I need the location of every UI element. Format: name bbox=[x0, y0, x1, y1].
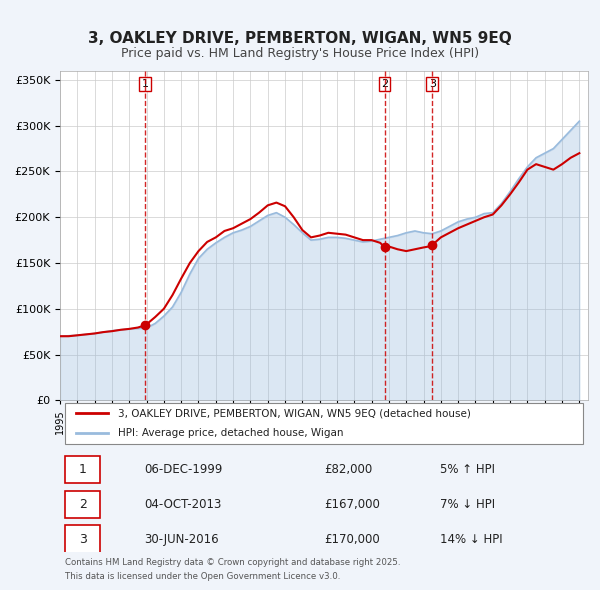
Text: 3, OAKLEY DRIVE, PEMBERTON, WIGAN, WN5 9EQ (detached house): 3, OAKLEY DRIVE, PEMBERTON, WIGAN, WN5 9… bbox=[118, 408, 471, 418]
Text: This data is licensed under the Open Government Licence v3.0.: This data is licensed under the Open Gov… bbox=[65, 572, 341, 581]
Text: 14% ↓ HPI: 14% ↓ HPI bbox=[440, 533, 503, 546]
FancyBboxPatch shape bbox=[65, 526, 100, 553]
Text: Contains HM Land Registry data © Crown copyright and database right 2025.: Contains HM Land Registry data © Crown c… bbox=[65, 558, 401, 568]
Text: £170,000: £170,000 bbox=[324, 533, 380, 546]
Text: 3, OAKLEY DRIVE, PEMBERTON, WIGAN, WN5 9EQ: 3, OAKLEY DRIVE, PEMBERTON, WIGAN, WN5 9… bbox=[88, 31, 512, 46]
Text: 30-JUN-2016: 30-JUN-2016 bbox=[145, 533, 219, 546]
Text: 7% ↓ HPI: 7% ↓ HPI bbox=[440, 498, 495, 511]
Text: £82,000: £82,000 bbox=[324, 463, 372, 476]
FancyBboxPatch shape bbox=[65, 402, 583, 444]
FancyBboxPatch shape bbox=[65, 491, 100, 518]
Text: 1: 1 bbox=[142, 79, 149, 89]
Text: 5% ↑ HPI: 5% ↑ HPI bbox=[440, 463, 495, 476]
Text: 3: 3 bbox=[79, 533, 86, 546]
Text: 2: 2 bbox=[79, 498, 86, 511]
Text: £167,000: £167,000 bbox=[324, 498, 380, 511]
Text: Price paid vs. HM Land Registry's House Price Index (HPI): Price paid vs. HM Land Registry's House … bbox=[121, 47, 479, 60]
Text: 3: 3 bbox=[428, 79, 436, 89]
Text: 04-OCT-2013: 04-OCT-2013 bbox=[145, 498, 222, 511]
Text: 06-DEC-1999: 06-DEC-1999 bbox=[145, 463, 223, 476]
Text: HPI: Average price, detached house, Wigan: HPI: Average price, detached house, Wiga… bbox=[118, 428, 344, 438]
Text: 2: 2 bbox=[381, 79, 388, 89]
FancyBboxPatch shape bbox=[65, 456, 100, 483]
Text: 1: 1 bbox=[79, 463, 86, 476]
